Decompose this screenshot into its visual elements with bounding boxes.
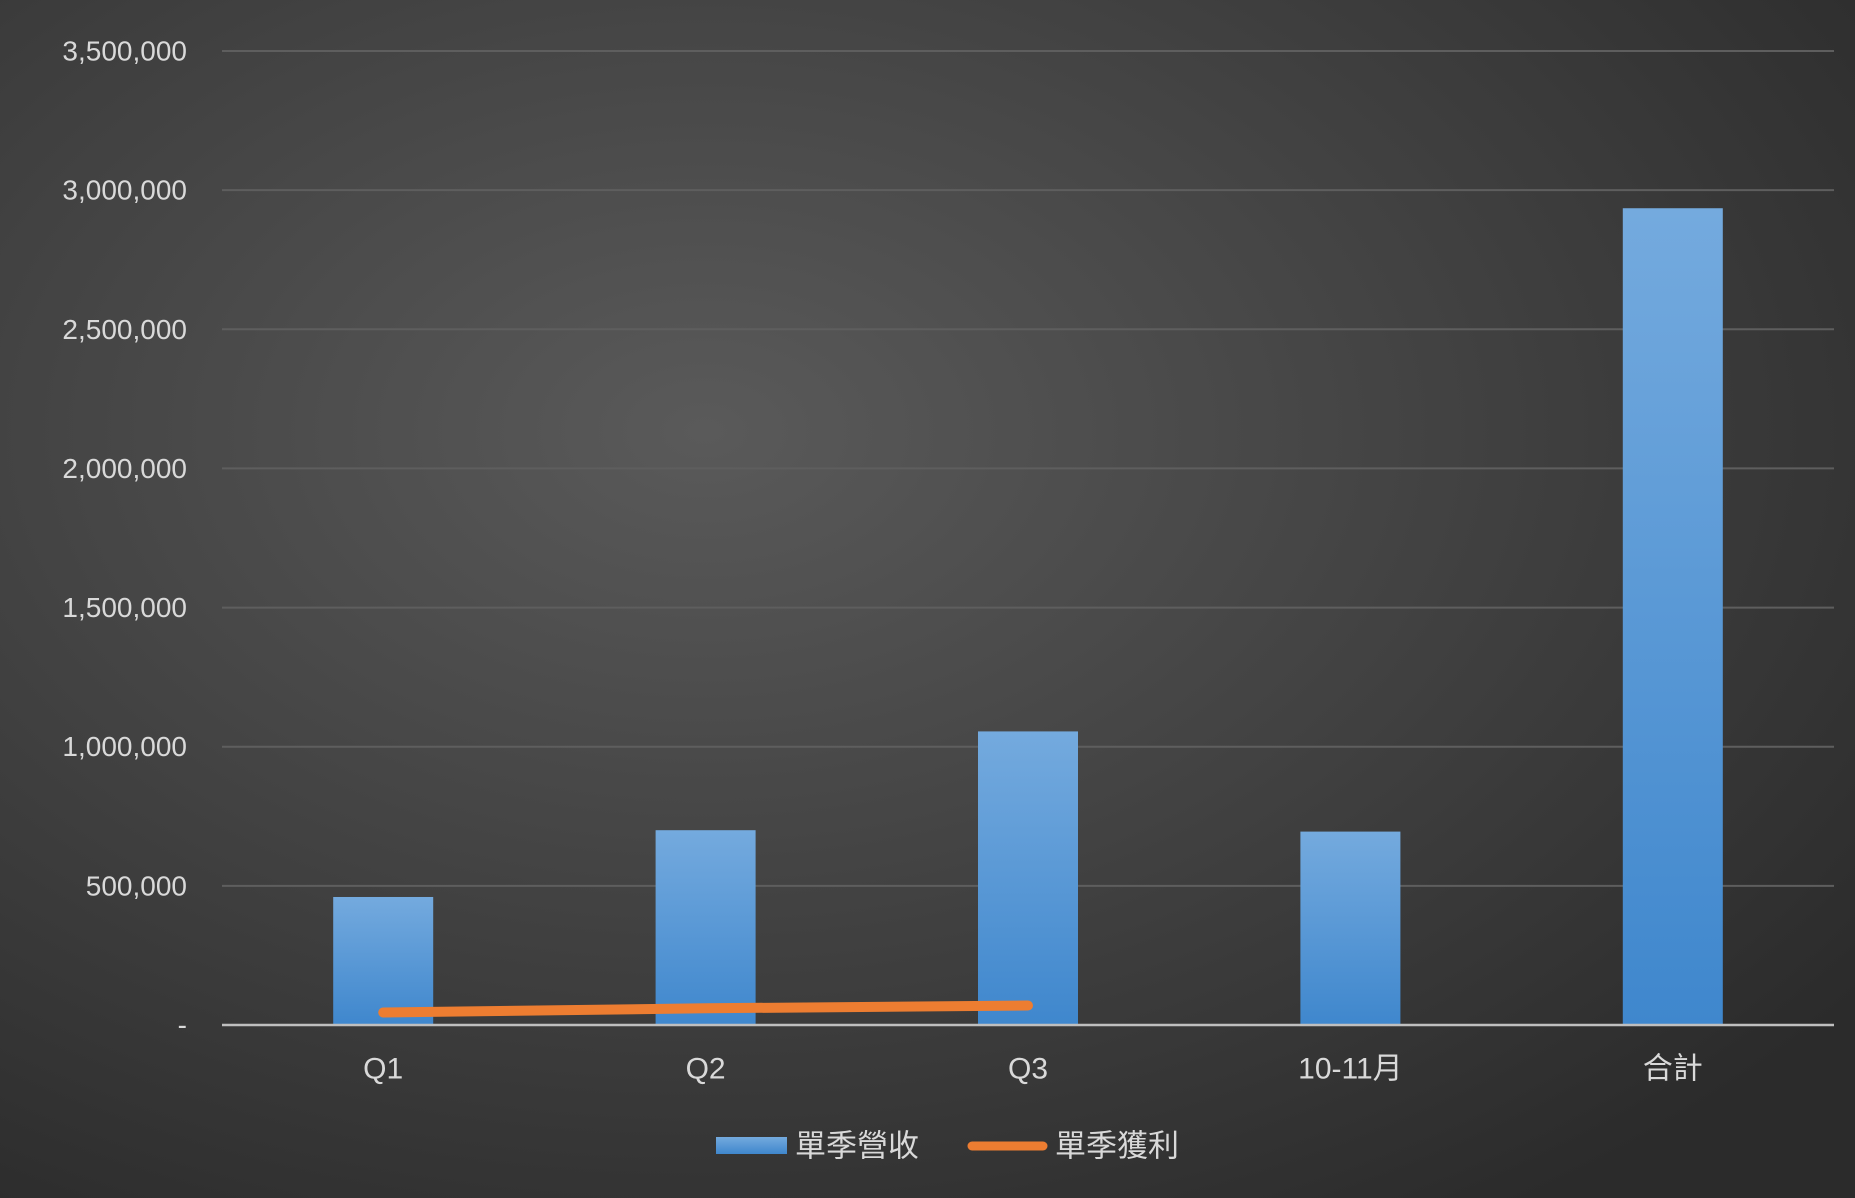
y-axis-tick-label: 1,500,000: [62, 592, 187, 623]
x-axis-category-label: 合計: [1643, 1053, 1703, 1086]
line-series: [378, 1000, 1033, 1018]
y-axis-tick-label: 1,000,000: [62, 731, 187, 762]
gridlines: [222, 50, 1834, 887]
legend-label-series-2: 單季獲利: [1055, 1129, 1179, 1164]
legend: 單季營收 單季獲利: [716, 1129, 1179, 1164]
y-axis-labels: - 500,000 1,000,000 1,500,000 2,000,000 2,500…: [62, 36, 187, 1041]
series-1-bar: [655, 830, 756, 1025]
x-axis-category-label: Q3: [1008, 1053, 1048, 1086]
y-axis-tick-label: 3,500,000: [62, 36, 187, 67]
legend-label-series-1: 單季營收: [795, 1129, 919, 1164]
x-axis-category-label: Q1: [363, 1053, 403, 1086]
legend-bar-swatch: [716, 1137, 787, 1154]
y-axis-tick-label: 3,000,000: [62, 175, 187, 206]
series-1-bar: [1300, 831, 1401, 1025]
series-1-bar: [333, 896, 434, 1025]
x-axis-category-label: 10-11月: [1298, 1053, 1403, 1086]
series-1-bar: [978, 731, 1078, 1025]
x-axis-labels: Q1 Q2 Q3 10-11月 合計: [363, 1053, 1703, 1086]
series-1-bar: [1622, 208, 1723, 1025]
y-axis-tick-label: 2,500,000: [62, 314, 187, 345]
x-axis-category-label: Q2: [686, 1053, 726, 1086]
y-axis-tick-label: 500,000: [86, 870, 187, 901]
y-axis-tick-label: 2,000,000: [62, 453, 187, 484]
y-axis-tick-label: -: [178, 1010, 187, 1041]
bar-series: [333, 208, 1723, 1025]
